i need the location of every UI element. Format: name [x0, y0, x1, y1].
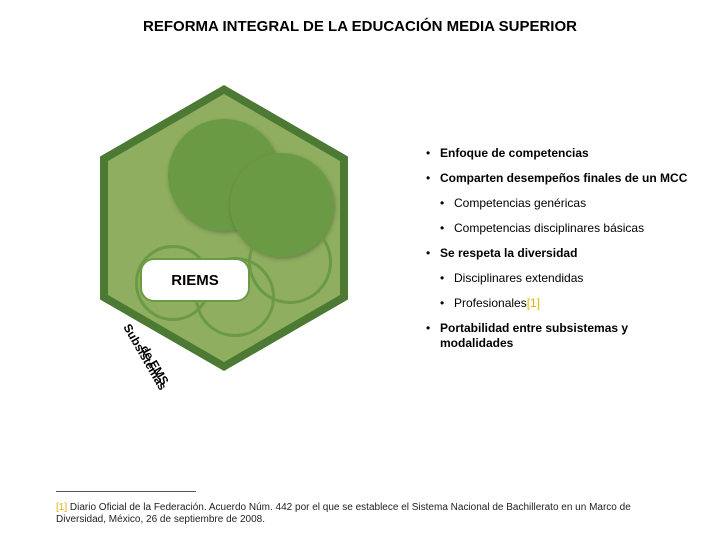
bullet-item: Portabilidad entre subsistemas y modalid… [426, 321, 696, 351]
riems-diagram: RIEMS Subsistemas de EMS [70, 75, 380, 410]
footnote-text: Diario Oficial de la Federación. Acuerdo… [56, 502, 631, 525]
footnote-marker: [1] [56, 502, 67, 513]
riems-label-lobe: RIEMS [140, 258, 250, 302]
bullet-text: Enfoque de competencias [440, 146, 589, 160]
bullet-item: Comparten desempeños finales de un MCC [426, 171, 696, 186]
bullet-text: Se respeta la diversidad [440, 246, 577, 260]
footnote: [1] Diario Oficial de la Federación. Acu… [56, 502, 676, 526]
slide-root: REFORMA INTEGRAL DE LA EDUCACIÓN MEDIA S… [0, 0, 720, 540]
bullet-text: Competencias disciplinares básicas [454, 221, 644, 235]
bullet-ref: [1] [527, 296, 540, 310]
bullet-item: Enfoque de competencias [426, 146, 696, 161]
bullet-item: Disciplinares extendidas [426, 271, 696, 286]
bullet-item: Profesionales[1] [426, 296, 696, 311]
page-title: REFORMA INTEGRAL DE LA EDUCACIÓN MEDIA S… [0, 18, 720, 35]
bullet-list: Enfoque de competencias Comparten desempe… [426, 146, 696, 361]
bullet-text: Comparten desempeños finales de un MCC [440, 171, 687, 185]
bullet-text: Competencias genéricas [454, 196, 586, 210]
bullet-item: Se respeta la diversidad [426, 246, 696, 261]
bullet-text: Disciplinares extendidas [454, 271, 583, 285]
bullet-item: Competencias disciplinares básicas [426, 221, 696, 236]
riems-label: RIEMS [171, 272, 219, 289]
footnote-rule [56, 491, 196, 492]
bullet-text: Profesionales [454, 296, 527, 310]
bullet-item: Competencias genéricas [426, 196, 696, 211]
bullet-text: Portabilidad entre subsistemas y modalid… [440, 321, 628, 350]
